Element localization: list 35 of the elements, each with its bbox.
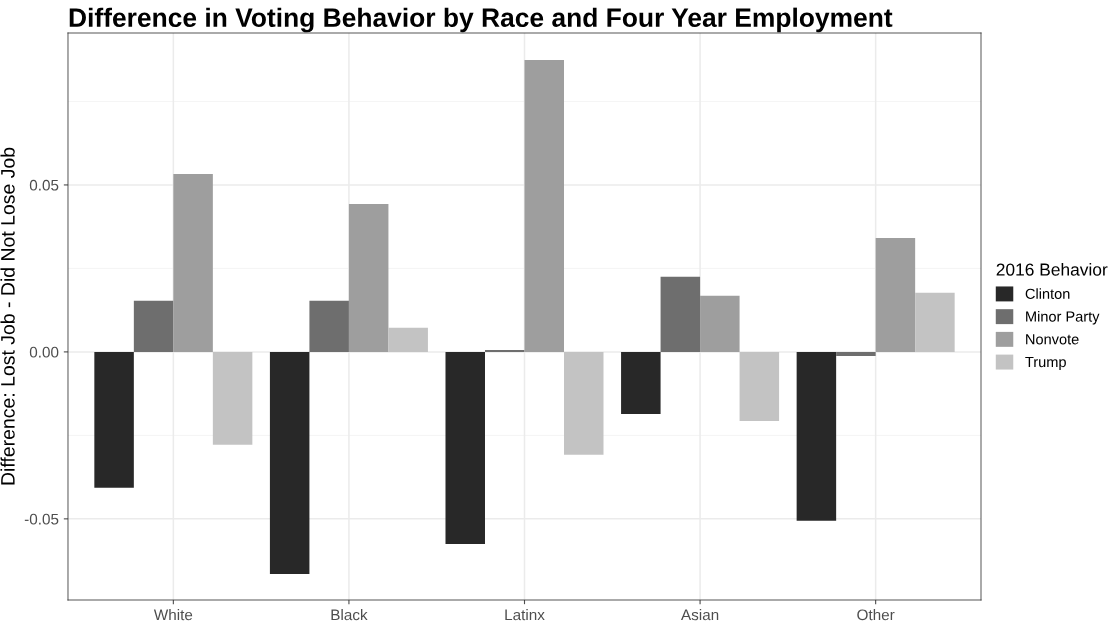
bar bbox=[133, 300, 174, 352]
bar bbox=[875, 238, 916, 352]
bar bbox=[660, 276, 701, 352]
legend-label: Trump bbox=[1025, 356, 1066, 371]
x-tick-label: Latinx bbox=[505, 609, 545, 621]
x-tick-label: White bbox=[153, 609, 193, 621]
bar bbox=[269, 351, 310, 574]
y-tick-label: 0.05 bbox=[29, 179, 59, 191]
legend-label: Minor Party bbox=[1026, 311, 1100, 325]
bar bbox=[796, 351, 837, 521]
legend-label: Clinton bbox=[1025, 288, 1070, 299]
bar bbox=[388, 327, 428, 352]
chart-title: Difference in Voting Behavior by Race and Four Year Employment bbox=[69, 7, 893, 33]
y-tick-label: -0.05 bbox=[24, 513, 59, 525]
x-tick-label: Other bbox=[857, 609, 895, 621]
x-tick-label: Black bbox=[331, 609, 368, 621]
bar bbox=[836, 351, 876, 356]
y-axis-title: Difference: Lost Job - Did Not Lose Job bbox=[0, 147, 15, 485]
bar bbox=[485, 349, 525, 352]
bar bbox=[348, 203, 389, 352]
bar bbox=[621, 351, 661, 415]
bar bbox=[700, 295, 740, 352]
bar bbox=[94, 351, 134, 488]
bar bbox=[309, 300, 349, 352]
x-tick-label: Asian bbox=[681, 609, 719, 621]
bar bbox=[524, 60, 564, 352]
bar bbox=[564, 351, 604, 455]
bar bbox=[915, 292, 955, 352]
bar bbox=[173, 173, 213, 352]
legend-title: 2016 Behavior bbox=[996, 262, 1108, 276]
bar bbox=[445, 351, 485, 544]
bar bbox=[739, 351, 780, 422]
y-tick-label: 0.00 bbox=[29, 346, 59, 358]
bar bbox=[212, 351, 253, 445]
legend-label: Nonvote bbox=[1026, 334, 1079, 345]
